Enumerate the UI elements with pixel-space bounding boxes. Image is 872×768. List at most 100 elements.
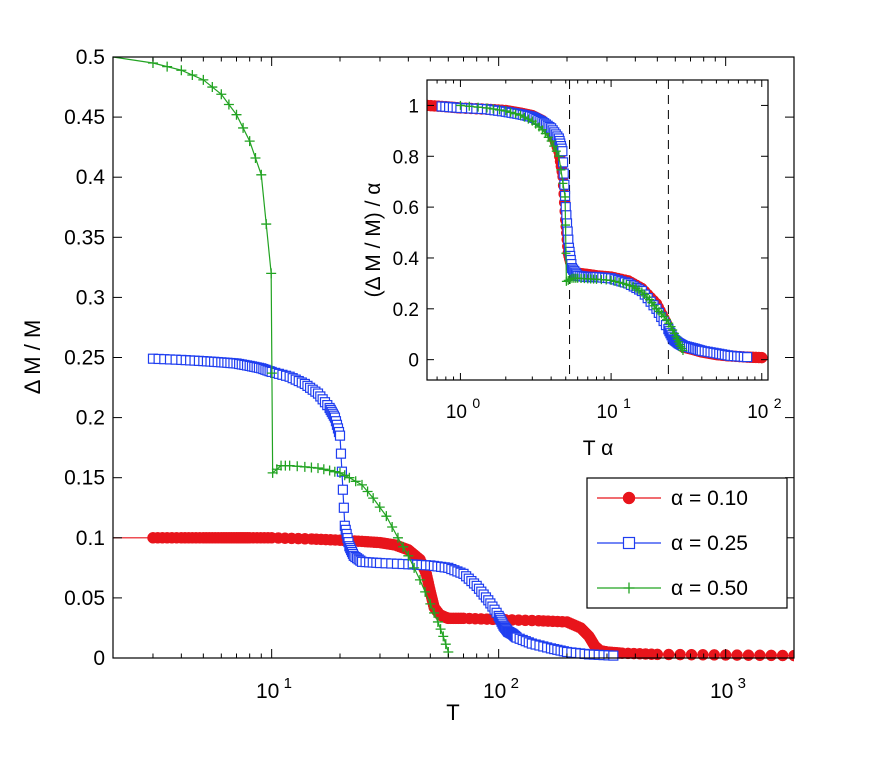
data-point (261, 219, 272, 230)
data-point (519, 112, 529, 122)
y-tick-label: 0.15 (64, 467, 105, 490)
data-point (438, 631, 449, 642)
data-point (350, 476, 361, 487)
x-tick-label: 10 (256, 680, 279, 703)
x-tick-exponent: 1 (623, 395, 631, 411)
y-tick-label: 0 (408, 351, 419, 372)
x-tick-label: 10 (446, 402, 467, 423)
y-tick-label: 0.35 (64, 226, 105, 249)
data-point (608, 650, 619, 661)
legend-item: α = 0.25 (597, 532, 748, 555)
data-point (549, 141, 559, 151)
legend-marker (622, 491, 636, 505)
y-tick-label: 0.8 (393, 147, 419, 168)
data-point (409, 562, 420, 573)
data-point (398, 541, 409, 552)
series-2 (147, 353, 619, 661)
data-point (339, 470, 350, 481)
y-tick-label: 0.4 (76, 166, 106, 189)
data-point (335, 467, 345, 478)
inset-y-axis-label: (Δ M / M) / α (362, 183, 385, 298)
data-point (482, 103, 492, 113)
data-point (488, 104, 498, 114)
data-point (187, 70, 198, 81)
data-point (334, 430, 346, 441)
data-point (362, 486, 373, 497)
data-point (558, 168, 569, 179)
data-point (440, 639, 451, 650)
y-tick-label: 0.5 (76, 46, 105, 69)
data-point (558, 178, 568, 188)
data-point (374, 502, 385, 513)
data-point (674, 648, 686, 661)
x-tick-exponent: 3 (738, 675, 746, 692)
series-3 (455, 100, 688, 356)
x-tick-exponent: 0 (472, 395, 480, 411)
data-point (557, 157, 569, 168)
data-point (464, 101, 474, 111)
data-point (223, 99, 234, 110)
data-point (266, 368, 277, 379)
legend-item: α = 0.50 (597, 577, 748, 600)
legend: α = 0.10 α = 0.25 α = 0.50 (586, 477, 788, 609)
data-point (231, 109, 242, 120)
y-tick-label: 0.1 (76, 527, 105, 550)
data-point (216, 89, 227, 100)
data-point (614, 277, 624, 287)
data-point (560, 192, 570, 202)
x-tick-exponent: 1 (284, 675, 292, 692)
data-point (610, 276, 620, 286)
y-tick-label: 0 (93, 647, 105, 670)
data-point (335, 448, 347, 459)
y-tick-label: 1 (408, 96, 419, 117)
data-point (356, 479, 367, 490)
data-point (244, 136, 255, 147)
data-point (338, 502, 349, 513)
inset-plot-area (427, 80, 768, 380)
data-point (324, 465, 335, 476)
x-tick-exponent: 2 (774, 395, 782, 411)
data-point (662, 648, 675, 661)
data-point (561, 276, 571, 286)
x-tick-label: 10 (710, 680, 733, 703)
y-tick-label: 0.2 (393, 300, 419, 321)
data-point (676, 341, 686, 351)
data-point (387, 521, 398, 532)
data-point (381, 511, 392, 522)
data-point (473, 102, 483, 112)
main-x-axis-label: T (446, 700, 459, 725)
data-point (429, 607, 440, 618)
data-point (677, 343, 687, 353)
data-point (731, 649, 743, 661)
data-point (515, 110, 525, 120)
data-point (551, 146, 561, 156)
y-tick-label: 0.6 (393, 198, 419, 219)
data-point (561, 220, 571, 230)
data-point (756, 351, 768, 364)
legend-label: α = 0.50 (671, 577, 748, 600)
data-point (266, 268, 277, 279)
x-tick-label: 10 (483, 680, 506, 703)
data-point (403, 550, 414, 561)
data-point (561, 248, 571, 258)
inset-x-axis-label: T α (583, 437, 613, 460)
inset-tick-group: 0 0.2 0.4 0.6 0.8 1 10 0 10 1 10 2 (393, 80, 782, 423)
data-point (313, 463, 324, 474)
y-tick-label: 0.45 (64, 106, 105, 129)
data-point (606, 275, 616, 285)
y-tick-label: 0.25 (64, 347, 105, 370)
data-point (337, 484, 348, 495)
data-point (414, 574, 425, 585)
data-point (425, 598, 436, 609)
data-point (176, 65, 187, 76)
data-point (565, 274, 575, 284)
data-point (198, 74, 209, 85)
x-tick-label: 10 (747, 402, 768, 423)
data-point (368, 493, 379, 504)
data-point (765, 649, 777, 662)
x-tick-label: 10 (597, 402, 618, 423)
y-tick-label: 0.3 (76, 286, 105, 309)
inset-axes-frame (426, 79, 769, 381)
data-point (622, 491, 636, 505)
